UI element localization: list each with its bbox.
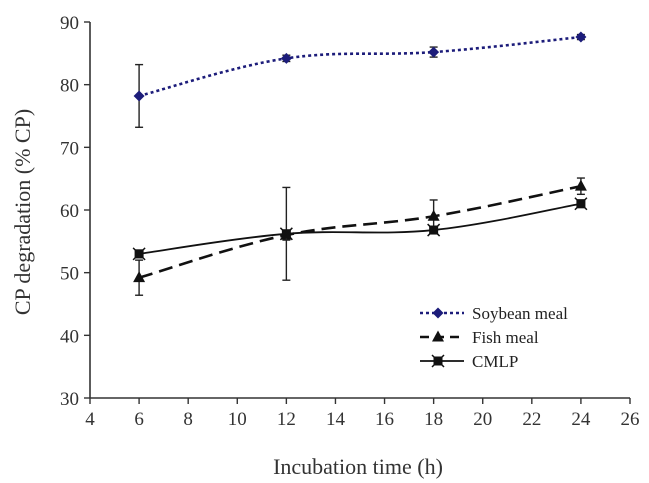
series-cmlp xyxy=(132,186,588,281)
series-soybean-meal-marker xyxy=(280,52,292,64)
series-fish-meal-marker xyxy=(427,209,440,221)
legend-soybean-meal-marker xyxy=(432,307,444,319)
series-cmlp-marker-cross xyxy=(132,247,146,261)
x-tick-label: 26 xyxy=(621,409,640,430)
x-axis-ticks: 4 6 8 10 12 14 16 18 20 22 24 26 xyxy=(85,398,640,430)
legend-fish-meal-marker xyxy=(432,330,444,342)
y-axis-title: CP degradation (% CP) xyxy=(10,109,35,315)
series-soybean-meal-marker xyxy=(133,90,145,102)
x-tick-label: 24 xyxy=(571,409,591,430)
x-tick-label: 16 xyxy=(375,409,394,430)
series-fish-meal-marker xyxy=(133,271,146,283)
series-soybean-meal-marker xyxy=(428,46,440,58)
x-tick-label: 12 xyxy=(277,409,296,430)
series-cmlp-marker-cross xyxy=(427,223,441,237)
legend-cmlp-marker-cross xyxy=(431,354,445,368)
y-tick-label: 60 xyxy=(60,201,79,222)
legend-fish-meal-label: Fish meal xyxy=(472,328,539,347)
series-fish-meal-marker xyxy=(574,179,587,191)
series-soybean-meal-line xyxy=(138,35,582,98)
x-tick-label: 10 xyxy=(228,409,247,430)
x-tick-label: 18 xyxy=(424,409,443,430)
x-axis-title: Incubation time (h) xyxy=(273,454,443,479)
series-soybean-meal xyxy=(133,31,587,128)
y-tick-label: 80 xyxy=(60,76,79,97)
y-tick-label: 90 xyxy=(60,13,79,34)
x-tick-label: 22 xyxy=(522,409,541,430)
legend-fish-meal: Fish meal xyxy=(420,328,539,347)
series-cmlp-marker-cross xyxy=(574,197,588,211)
series-fish-meal xyxy=(133,177,587,296)
x-tick-label: 8 xyxy=(183,409,193,430)
series-layer xyxy=(132,31,588,296)
legend-soybean-meal: Soybean meal xyxy=(420,304,568,323)
series-soybean-meal-marker xyxy=(575,31,587,43)
series-fish-meal-line xyxy=(138,184,582,279)
legend: Soybean meal Fish meal CMLP xyxy=(420,304,568,371)
y-tick-label: 40 xyxy=(60,326,79,347)
x-tick-label: 6 xyxy=(134,409,144,430)
legend-cmlp: CMLP xyxy=(420,352,518,371)
y-tick-label: 70 xyxy=(60,138,79,159)
legend-soybean-meal-label: Soybean meal xyxy=(472,304,568,323)
legend-cmlp-label: CMLP xyxy=(472,352,518,371)
series-cmlp-marker-cross xyxy=(279,227,293,241)
y-tick-label: 30 xyxy=(60,389,79,410)
x-tick-label: 20 xyxy=(473,409,492,430)
x-tick-label: 14 xyxy=(326,409,346,430)
y-axis-ticks: 30 40 50 60 70 80 90 xyxy=(60,13,90,410)
x-tick-label: 4 xyxy=(85,409,95,430)
y-tick-label: 50 xyxy=(60,264,79,285)
series-cmlp-line xyxy=(138,202,582,255)
